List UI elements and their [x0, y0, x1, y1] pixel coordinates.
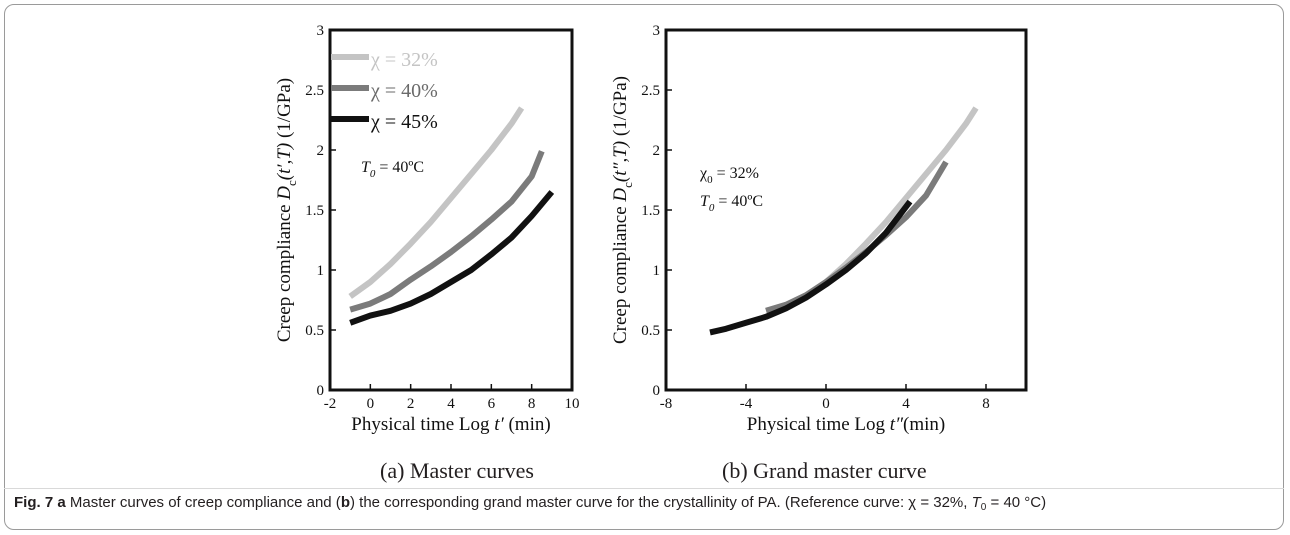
y-tick-label: 0.5 — [305, 323, 324, 339]
x-tick-label: 8 — [528, 396, 536, 412]
x-tick-label: -4 — [740, 396, 753, 412]
panel-b-annotation-t: T0 = 40ºC — [700, 193, 763, 214]
y-tick-label: 2 — [653, 143, 661, 159]
figure-frame — [4, 4, 1284, 530]
caption-fig-label: Fig. 7 — [14, 494, 54, 511]
panel-b-ticks: -8 -4 0 4 8 0 0.5 1 1.5 2 2.5 3 — [641, 23, 990, 412]
x-tick-label: 2 — [407, 396, 415, 412]
legend-label-chi-40: χ = 40% — [370, 80, 438, 102]
panel-b-caption: (b) Grand master curve — [722, 458, 927, 483]
y-tick-label: 1.5 — [305, 203, 324, 219]
y-tick-label: 2.5 — [641, 83, 660, 99]
y-tick-label: 3 — [653, 23, 661, 39]
y-tick-label: 1 — [653, 263, 661, 279]
figure-caption: Fig. 7 a Master curves of creep complian… — [14, 494, 1276, 513]
panel-a-x-axis-label: Physical time Log t′ (min) — [351, 414, 550, 435]
x-tick-label: -2 — [324, 396, 337, 412]
x-tick-label: 10 — [565, 396, 580, 412]
y-tick-label: 1 — [317, 263, 325, 279]
y-tick-label: 0 — [317, 383, 325, 399]
panel-b-annotation-chi: χ0 = 32% — [699, 165, 759, 186]
y-tick-label: 0 — [653, 383, 661, 399]
y-tick-label: 2.5 — [305, 83, 324, 99]
x-tick-label: 0 — [367, 396, 375, 412]
x-tick-label: -8 — [660, 396, 673, 412]
panel-a-legend: χ = 32% χ = 40% χ = 45% — [331, 49, 438, 133]
caption-divider — [4, 488, 1284, 489]
panel-b-chart: -8 -4 0 4 800.511.522.53 χ0 = 32% T0 = 40ºC … — [610, 23, 1028, 483]
y-tick-label: 2 — [317, 143, 325, 159]
y-tick-label: 1.5 — [641, 203, 660, 219]
caption-text-2: ) the corresponding grand master curve f… — [349, 494, 972, 511]
x-tick-label: 4 — [902, 396, 910, 412]
x-tick-label: 8 — [982, 396, 990, 412]
caption-a-label: a — [57, 494, 66, 511]
series-line-40 — [349, 150, 545, 313]
panel-a-y-axis-label: Creep compliance Dc(t′,T) (1/GPa) — [274, 78, 299, 342]
panel-b-x-axis-label: Physical time Log t″(min) — [747, 414, 945, 435]
panel-b-series — [709, 106, 979, 336]
y-tick-label: 0.5 — [641, 323, 660, 339]
x-tick-label: 4 — [447, 396, 455, 412]
legend-label-chi-45: χ = 45% — [370, 111, 438, 133]
series-line-45 — [709, 199, 913, 336]
caption-b-label: b — [340, 494, 350, 511]
panel-a-caption: (a) Master curves — [380, 458, 534, 483]
panel-a-annotation: T0 = 40ºC — [361, 159, 424, 180]
panel-b-y-axis-label: Creep compliance Dc(t″,T) (1/GPa) — [610, 76, 635, 344]
series-line-32 — [804, 106, 979, 299]
caption-text-3: = 40 °C) — [986, 494, 1047, 511]
x-tick-label: 6 — [488, 396, 496, 412]
series-line-45 — [349, 190, 555, 326]
y-tick-label: 3 — [317, 23, 325, 39]
legend-label-chi-32: χ = 32% — [370, 49, 438, 71]
panel-a-series — [348, 106, 555, 326]
caption-t-symbol: T — [971, 494, 981, 511]
panel-b-plot-frame — [664, 28, 1028, 392]
series-line-32 — [348, 106, 525, 299]
caption-t-sub: 0 — [980, 502, 987, 513]
caption-text-1: Master curves of creep compliance and ( — [65, 494, 341, 511]
x-tick-label: 0 — [822, 396, 830, 412]
